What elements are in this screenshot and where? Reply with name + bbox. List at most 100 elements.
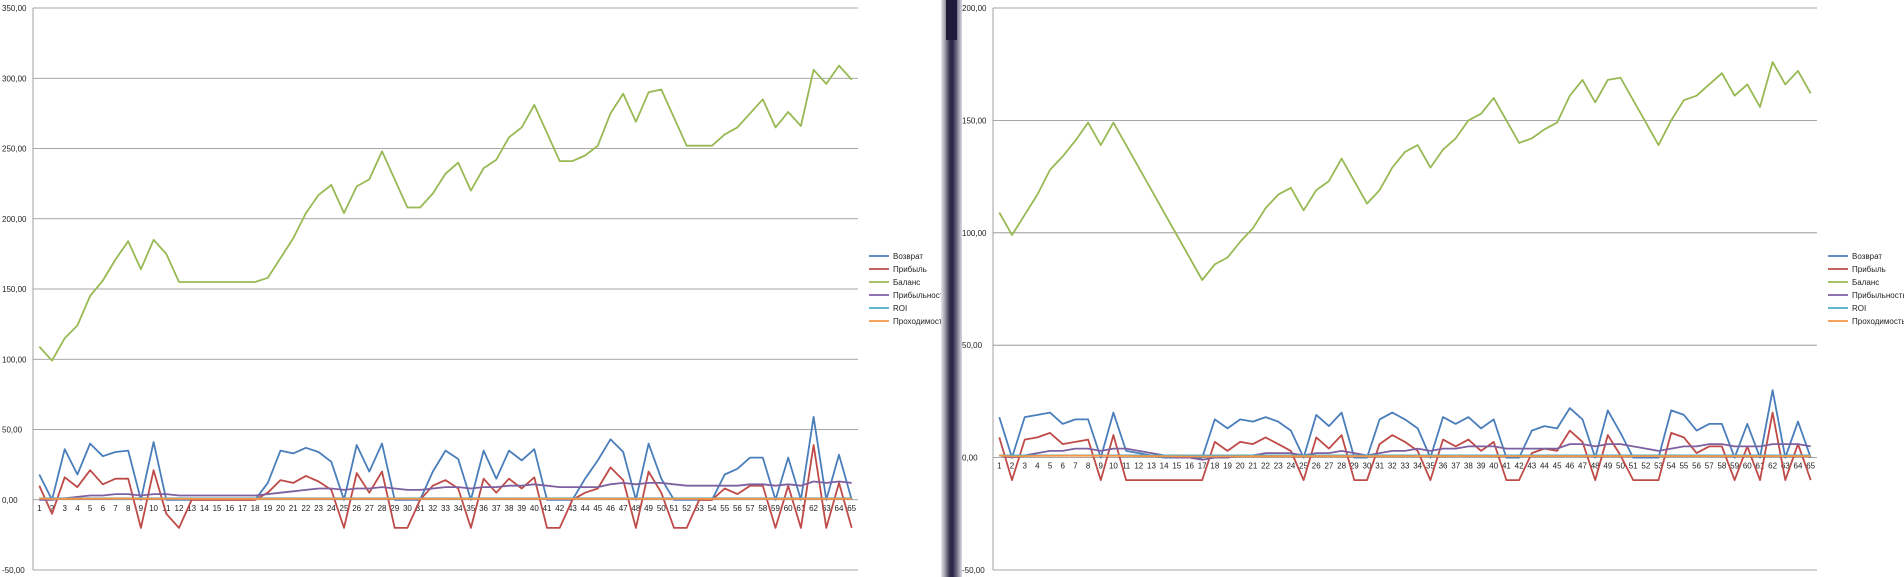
x-tick-label: 22	[1261, 462, 1270, 471]
x-tick-label: 14	[200, 504, 209, 513]
x-tick-label: 56	[733, 504, 742, 513]
x-tick-label: 61	[796, 504, 805, 513]
splitter-thumb[interactable]	[946, 0, 957, 40]
x-tick-label: 28	[1337, 462, 1346, 471]
legend-label: Прибыльность	[893, 291, 941, 300]
x-tick-label: 17	[238, 504, 247, 513]
x-tick-label: 29	[390, 504, 399, 513]
legend-label: Прибыль	[893, 265, 927, 274]
x-tick-label: 52	[1641, 462, 1650, 471]
x-tick-label: 40	[530, 504, 539, 513]
x-tick-label: 8	[126, 504, 131, 513]
x-tick-label: 1	[37, 504, 42, 513]
x-tick-label: 5	[88, 504, 93, 513]
chart-left: -50,00 0,00 50,00 100,00 150,00 200,00 250,00 3…	[0, 0, 941, 577]
x-tick-label: 63	[1781, 462, 1790, 471]
x-tick-label: 64	[1794, 462, 1803, 471]
legend-label: Прибыльность	[1852, 291, 1904, 300]
chart-right: -50,00 0,00 50,00 100,00 150,00 200,00 1 2 3 4 5 6 7…	[962, 0, 1904, 577]
series-line	[38, 415, 853, 501]
x-tick-label: 38	[505, 504, 514, 513]
x-tick-label: 25	[340, 504, 349, 513]
y-tick-label: 50,00	[962, 341, 983, 350]
x-tick-label: 37	[492, 504, 501, 513]
x-tick-label: 48	[1591, 462, 1600, 471]
x-tick-label: 14	[1160, 462, 1169, 471]
legend-label: Возврат	[1852, 252, 1882, 261]
x-tick-label: 1	[997, 462, 1002, 471]
x-tick-label: 54	[1667, 462, 1676, 471]
x-tick-label: 46	[606, 504, 615, 513]
x-tick-label: 65	[1806, 462, 1815, 471]
y-tick-label: -50,00	[962, 566, 985, 575]
x-tick-label: 31	[1375, 462, 1384, 471]
x-tick-label: 35	[466, 504, 475, 513]
x-tick-label: 50	[1616, 462, 1625, 471]
x-tick-label: 10	[149, 504, 158, 513]
x-tick-label: 15	[213, 504, 222, 513]
x-tick-label: 20	[276, 504, 285, 513]
x-tick-label: 13	[1147, 462, 1156, 471]
x-tick-label: 26	[352, 504, 361, 513]
x-tick-label: 49	[644, 504, 653, 513]
x-tick-label: 45	[593, 504, 602, 513]
x-tick-label: 55	[1679, 462, 1688, 471]
x-tick-label: 35	[1426, 462, 1435, 471]
x-tick-label: 20	[1236, 462, 1245, 471]
x-tick-label: 42	[555, 504, 564, 513]
x-tick-label: 18	[251, 504, 260, 513]
legend-label: ROI	[893, 304, 907, 313]
x-tick-label: 29	[1350, 462, 1359, 471]
x-tick-label: 13	[187, 504, 196, 513]
x-tick-label: 49	[1603, 462, 1612, 471]
x-tick-label: 19	[1223, 462, 1232, 471]
x-tick-label: 30	[1363, 462, 1372, 471]
chart-left-svg: -50,00 0,00 50,00 100,00 150,00 200,00 250,00 3…	[2, 4, 941, 575]
x-tick-label: 7	[113, 504, 118, 513]
y-tick-label: 0,00	[962, 454, 978, 463]
x-tick-label: 19	[263, 504, 272, 513]
series-line	[39, 497, 852, 500]
x-tick-label: 5	[1048, 462, 1053, 471]
y-tick-label: 150,00	[2, 285, 27, 294]
x-tick-label: 64	[835, 504, 844, 513]
x-tick-label: 38	[1464, 462, 1473, 471]
x-tick-label: 44	[581, 504, 590, 513]
x-tick-label: 24	[1286, 462, 1295, 471]
x-tick-label: 6	[101, 504, 106, 513]
x-tick-label: 2	[1010, 462, 1015, 471]
series-line	[38, 64, 853, 362]
splitter-scrollbar[interactable]	[941, 0, 962, 577]
x-tick-label: 3	[63, 504, 68, 513]
x-tick-label: 17	[1198, 462, 1207, 471]
x-tick-label: 36	[1439, 462, 1448, 471]
y-tick-label: 300,00	[2, 74, 27, 83]
x-tick-label: 59	[771, 504, 780, 513]
y-tick-label: 100,00	[962, 229, 987, 238]
x-tick-label: 45	[1553, 462, 1562, 471]
x-tick-label: 27	[365, 504, 374, 513]
x-tick-label: 24	[327, 504, 336, 513]
x-tick-label: 21	[1248, 462, 1257, 471]
x-tick-label: 58	[758, 504, 767, 513]
x-tick-label: 65	[847, 504, 856, 513]
x-tick-label: 40	[1489, 462, 1498, 471]
x-tick-label: 57	[1705, 462, 1714, 471]
x-tick-label: 55	[720, 504, 729, 513]
x-tick-label: 58	[1717, 462, 1726, 471]
x-tick-label: 54	[708, 504, 717, 513]
x-tick-label: 7	[1073, 462, 1078, 471]
x-tick-label: 32	[428, 504, 437, 513]
x-tick-label: 21	[289, 504, 298, 513]
series-line	[999, 443, 1811, 461]
y-tick-label: 50,00	[2, 426, 23, 435]
x-tick-label: 15	[1172, 462, 1181, 471]
legend-label: Баланс	[893, 278, 920, 287]
y-tick-label: 200,00	[2, 215, 27, 224]
x-tick-label: 41	[1502, 462, 1511, 471]
x-tick-label: 52	[682, 504, 691, 513]
x-tick-label: 4	[1035, 462, 1040, 471]
x-tick-label: 33	[1401, 462, 1410, 471]
x-tick-label: 39	[517, 504, 526, 513]
x-tick-label: 59	[1730, 462, 1739, 471]
